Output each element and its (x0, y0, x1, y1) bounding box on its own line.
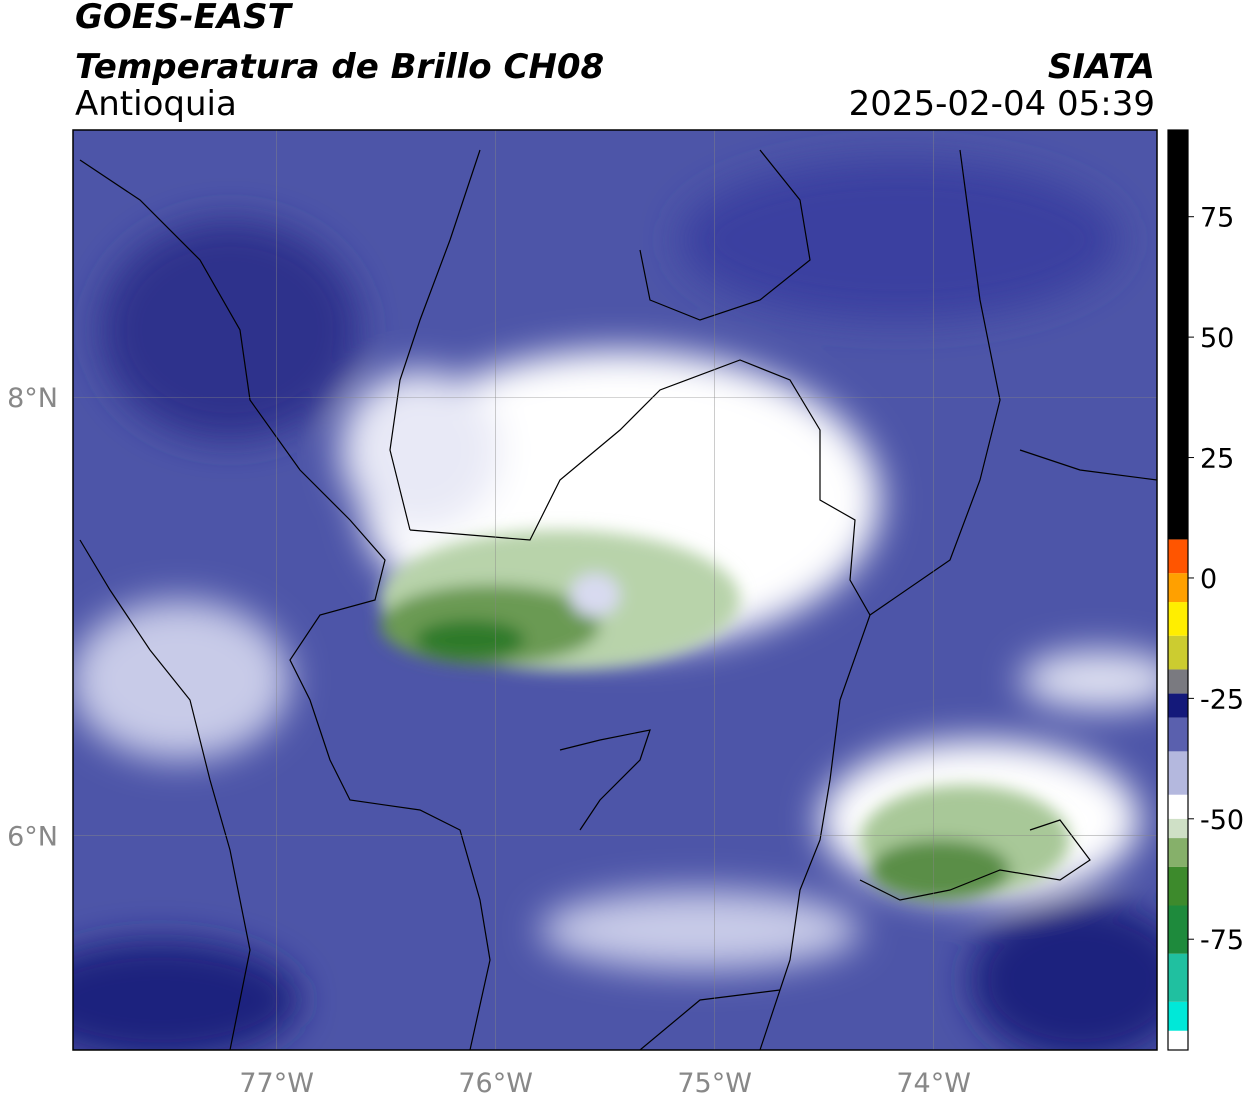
colorbar-segment (1168, 130, 1188, 540)
region: Antioquia (75, 84, 237, 124)
colorbar-segment (1168, 751, 1188, 795)
x-tick-label: 77°W (239, 1068, 314, 1099)
colorbar-segment (1168, 539, 1188, 574)
colorbar-segment (1168, 693, 1188, 718)
gridlines (73, 130, 1157, 1050)
colorbar-tick-label: 50 (1200, 323, 1234, 354)
y-tick-label: 8°N (7, 383, 58, 414)
colorbar-segment (1168, 1001, 1188, 1031)
colorbar-segment (1168, 794, 1188, 819)
timestamp: 2025-02-04 05:39 (849, 84, 1155, 124)
colorbar-segment (1168, 635, 1188, 670)
colorbar-segment (1168, 573, 1188, 603)
x-tick-label: 75°W (677, 1068, 752, 1099)
map-frame (72, 129, 1158, 1051)
colorbar: 75 50 25 0 -25 -50 -75 (1168, 130, 1244, 1050)
colorbar-tick-label: 75 (1200, 203, 1234, 234)
colorbar-tick-label: -25 (1200, 684, 1244, 715)
colorbar-segment (1168, 838, 1188, 867)
colorbar-tick-label: -75 (1200, 925, 1244, 956)
colorbar-tick-label: 0 (1200, 564, 1217, 595)
colorbar-segment (1168, 602, 1188, 636)
source: SIATA (1048, 47, 1155, 87)
y-tick-label: 6°N (7, 821, 58, 852)
subtitle: Temperatura de Brillo CH08 (75, 47, 604, 87)
colorbar-segment (1168, 905, 1188, 954)
colorbar-segment (1168, 866, 1188, 906)
colorbar-tick-label: -50 (1200, 805, 1244, 836)
colorbar-segment (1168, 953, 1188, 1002)
x-tick-label: 74°W (896, 1068, 971, 1099)
colorbar-segment (1168, 669, 1188, 694)
colorbar-frame (1167, 129, 1189, 1051)
satellite-image (73, 130, 1157, 1050)
x-tick-label: 76°W (458, 1068, 533, 1099)
colorbar-segment (1168, 717, 1188, 752)
title: GOES-EAST (75, 0, 294, 37)
colorbar-segment (1168, 818, 1188, 839)
borders (79, 149, 1157, 1050)
colorbar-segment (1168, 1030, 1188, 1050)
colorbar-tick-label: 25 (1200, 444, 1234, 475)
